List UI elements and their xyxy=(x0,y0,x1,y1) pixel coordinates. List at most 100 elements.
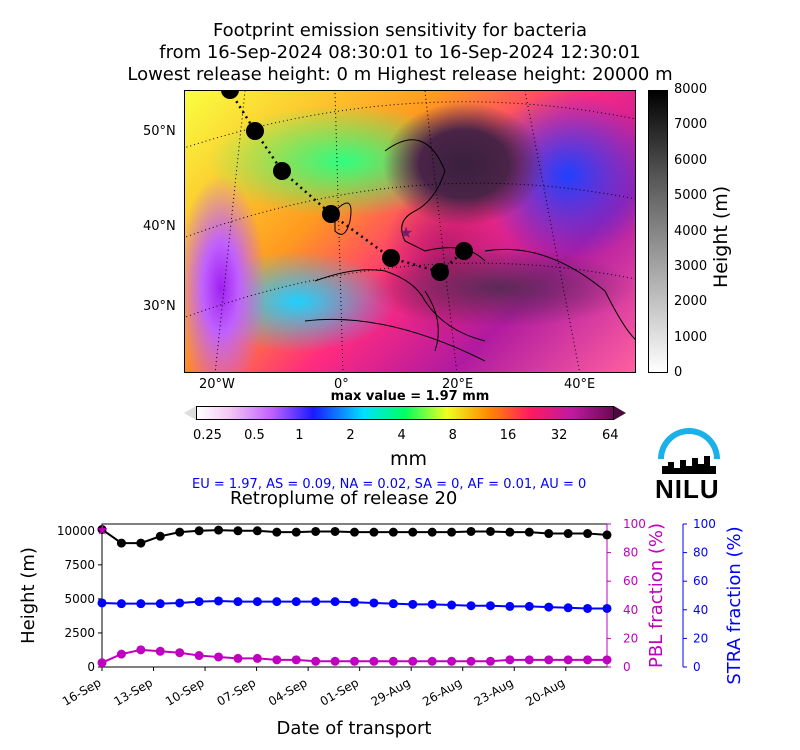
series-point xyxy=(466,656,476,666)
series-point xyxy=(602,530,612,540)
graticule-lon-20e xyxy=(424,91,458,372)
height-colorbar xyxy=(648,90,668,373)
series-point xyxy=(369,527,379,537)
trajectory-point xyxy=(431,263,449,281)
series-point xyxy=(602,603,612,613)
x-tick-label: 07-Sep xyxy=(215,675,259,708)
x-tick-label: 01-Sep xyxy=(318,675,362,708)
series-point xyxy=(505,601,515,611)
height-colorbar-tick: 2000 xyxy=(674,294,708,310)
series-point xyxy=(233,597,243,607)
trajectory-point xyxy=(273,162,291,180)
height-colorbar-tick: 7000 xyxy=(674,117,708,133)
pbl-tick-label: 20 xyxy=(623,631,638,645)
y-tick-label: 0 xyxy=(87,660,95,674)
graticule-lat-30 xyxy=(185,262,635,318)
series-point xyxy=(330,597,340,607)
series-point xyxy=(485,526,495,536)
max-value-text: max value = 1.97 mm xyxy=(330,389,490,404)
series-point xyxy=(291,597,301,607)
series-point xyxy=(369,656,379,666)
stra-tick-label: 40 xyxy=(693,603,708,617)
series-point xyxy=(466,526,476,536)
series-point xyxy=(350,597,359,607)
graticule-lon-20w xyxy=(214,91,246,372)
series-point xyxy=(583,655,593,665)
pbl-axis-label: PBL fraction (%) xyxy=(646,523,667,668)
trajectory-point xyxy=(246,122,264,140)
series-point xyxy=(408,599,418,609)
pbl-tick-label: 0 xyxy=(623,660,631,674)
series-point xyxy=(194,651,204,661)
series-point xyxy=(447,656,457,666)
sensitivity-unit: mm xyxy=(390,448,428,470)
title-line-1: Footprint emission sensitivity for bacte… xyxy=(212,20,588,41)
series-point xyxy=(466,601,476,611)
series-point xyxy=(447,527,457,537)
series-point xyxy=(505,655,515,665)
series-point xyxy=(175,648,185,658)
series-point xyxy=(369,598,379,608)
series-point xyxy=(194,526,204,536)
series-point xyxy=(175,527,185,537)
x-tick-label: 20-Aug xyxy=(523,675,567,709)
series-point xyxy=(136,538,146,548)
series-point xyxy=(272,655,282,665)
series-point xyxy=(485,601,495,611)
series-point xyxy=(583,529,593,539)
series-point xyxy=(272,527,282,537)
series-point xyxy=(136,645,146,655)
lon-label: 20°W xyxy=(199,377,235,392)
height-colorbar-tick: 1000 xyxy=(674,329,708,345)
series-point xyxy=(214,596,224,606)
series-point xyxy=(388,656,398,666)
lat-label: 40°N xyxy=(143,219,176,234)
sensitivity-colorbar-tick: 4 xyxy=(397,428,406,443)
series-point xyxy=(563,603,573,613)
series-point xyxy=(524,527,534,537)
series-point xyxy=(408,656,418,666)
sensitivity-colorbar xyxy=(196,406,614,420)
trajectory-point xyxy=(322,205,340,223)
series-point xyxy=(544,602,554,612)
series-point xyxy=(233,526,243,536)
series-point xyxy=(350,656,359,666)
y-tick-label: 7500 xyxy=(64,558,95,572)
x-tick-label: 29-Aug xyxy=(369,675,413,709)
sensitivity-colorbar-tick: 1 xyxy=(295,428,304,443)
series-point xyxy=(233,653,243,663)
series-point xyxy=(447,600,457,610)
series-point xyxy=(252,597,262,607)
series-point xyxy=(214,652,224,662)
series-point xyxy=(175,598,185,608)
sensitivity-colorbar-tick: 0.5 xyxy=(244,428,265,443)
height-colorbar-tick: 6000 xyxy=(674,152,708,168)
series-point xyxy=(408,527,418,537)
series-point xyxy=(97,658,107,668)
x-tick-label: 26-Aug xyxy=(420,675,464,709)
sensitivity-colorbar-tick: 0.25 xyxy=(193,428,222,443)
series-point xyxy=(194,597,204,607)
series-point xyxy=(427,527,437,537)
height-colorbar-tick: 5000 xyxy=(674,188,708,204)
trajectory-points xyxy=(221,91,473,281)
y-tick-label: 2500 xyxy=(64,626,95,640)
x-axis-label: Date of transport xyxy=(277,718,432,739)
x-tick-label: 04-Sep xyxy=(266,675,310,708)
footprint-map: ★ xyxy=(184,90,636,373)
series-point xyxy=(252,526,262,536)
graticule-lat-50 xyxy=(185,101,635,149)
height-colorbar-tick: 4000 xyxy=(674,223,708,239)
pbl-tick-label: 80 xyxy=(623,546,638,560)
series-point xyxy=(388,599,398,609)
sensitivity-colorbar-tick: 32 xyxy=(550,428,568,443)
colorbar-max-arrow xyxy=(614,406,626,420)
stra-tick-label: 60 xyxy=(693,574,708,588)
series-point xyxy=(330,656,340,666)
title-line-3: Lowest release height: 0 m Highest relea… xyxy=(127,64,673,85)
series-point xyxy=(524,655,534,665)
pbl-tick-label: 40 xyxy=(623,603,638,617)
height-colorbar-tick: 0 xyxy=(674,365,683,380)
colorbar-min-arrow xyxy=(184,406,196,420)
series-point xyxy=(427,599,437,609)
